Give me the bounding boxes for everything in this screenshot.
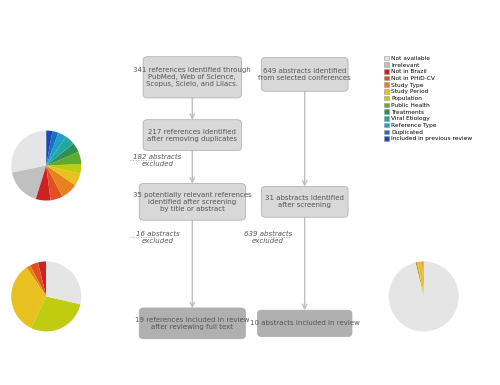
Wedge shape (12, 268, 46, 328)
FancyBboxPatch shape (139, 184, 246, 220)
Wedge shape (31, 296, 80, 331)
Text: 19 references included in review
after reviewing full text: 19 references included in review after r… (135, 317, 250, 330)
Wedge shape (46, 133, 66, 166)
Text: 649 abstracts identified
from selected conferences: 649 abstracts identified from selected c… (258, 68, 351, 81)
Wedge shape (46, 137, 74, 166)
Text: 35 potentially relevant references
identified after screening
by title or abstra: 35 potentially relevant references ident… (133, 192, 252, 212)
FancyBboxPatch shape (262, 186, 348, 217)
Wedge shape (46, 144, 78, 166)
Wedge shape (30, 263, 46, 296)
Wedge shape (36, 166, 51, 201)
Legend: Not available, Irrelevant, Not in Brazil, Not in PHiD-CV, Study Type, Study Peri: Not available, Irrelevant, Not in Brazil… (383, 55, 473, 142)
Wedge shape (12, 166, 46, 199)
Wedge shape (416, 262, 424, 296)
FancyBboxPatch shape (258, 310, 352, 336)
Wedge shape (46, 261, 81, 304)
Text: 217 references identified
after removing duplicates: 217 references identified after removing… (148, 129, 238, 142)
Text: 10 abstracts included in review: 10 abstracts included in review (250, 320, 360, 326)
FancyBboxPatch shape (139, 308, 246, 339)
Wedge shape (12, 131, 46, 172)
Wedge shape (46, 166, 62, 200)
Text: 341 references identified through
PubMed, Web of Science,
Scopus, Scielo, and Li: 341 references identified through PubMed… (134, 67, 251, 87)
FancyBboxPatch shape (262, 57, 348, 91)
Text: 16 abstracts
excluded: 16 abstracts excluded (136, 231, 180, 244)
Wedge shape (418, 261, 424, 296)
FancyBboxPatch shape (143, 57, 242, 98)
Wedge shape (46, 166, 75, 197)
Text: 31 abstracts identified
after screening: 31 abstracts identified after screening (265, 195, 344, 208)
Wedge shape (26, 265, 46, 296)
Wedge shape (46, 152, 81, 166)
Wedge shape (416, 262, 424, 296)
Wedge shape (46, 164, 81, 174)
Wedge shape (389, 261, 458, 331)
Text: 639 abstracts
excluded: 639 abstracts excluded (244, 231, 292, 244)
Wedge shape (46, 131, 58, 166)
Text: 182 abstracts
excluded: 182 abstracts excluded (134, 154, 182, 167)
Wedge shape (46, 166, 80, 185)
FancyBboxPatch shape (143, 120, 242, 151)
Wedge shape (422, 261, 424, 296)
Wedge shape (38, 261, 46, 296)
Wedge shape (46, 131, 52, 166)
